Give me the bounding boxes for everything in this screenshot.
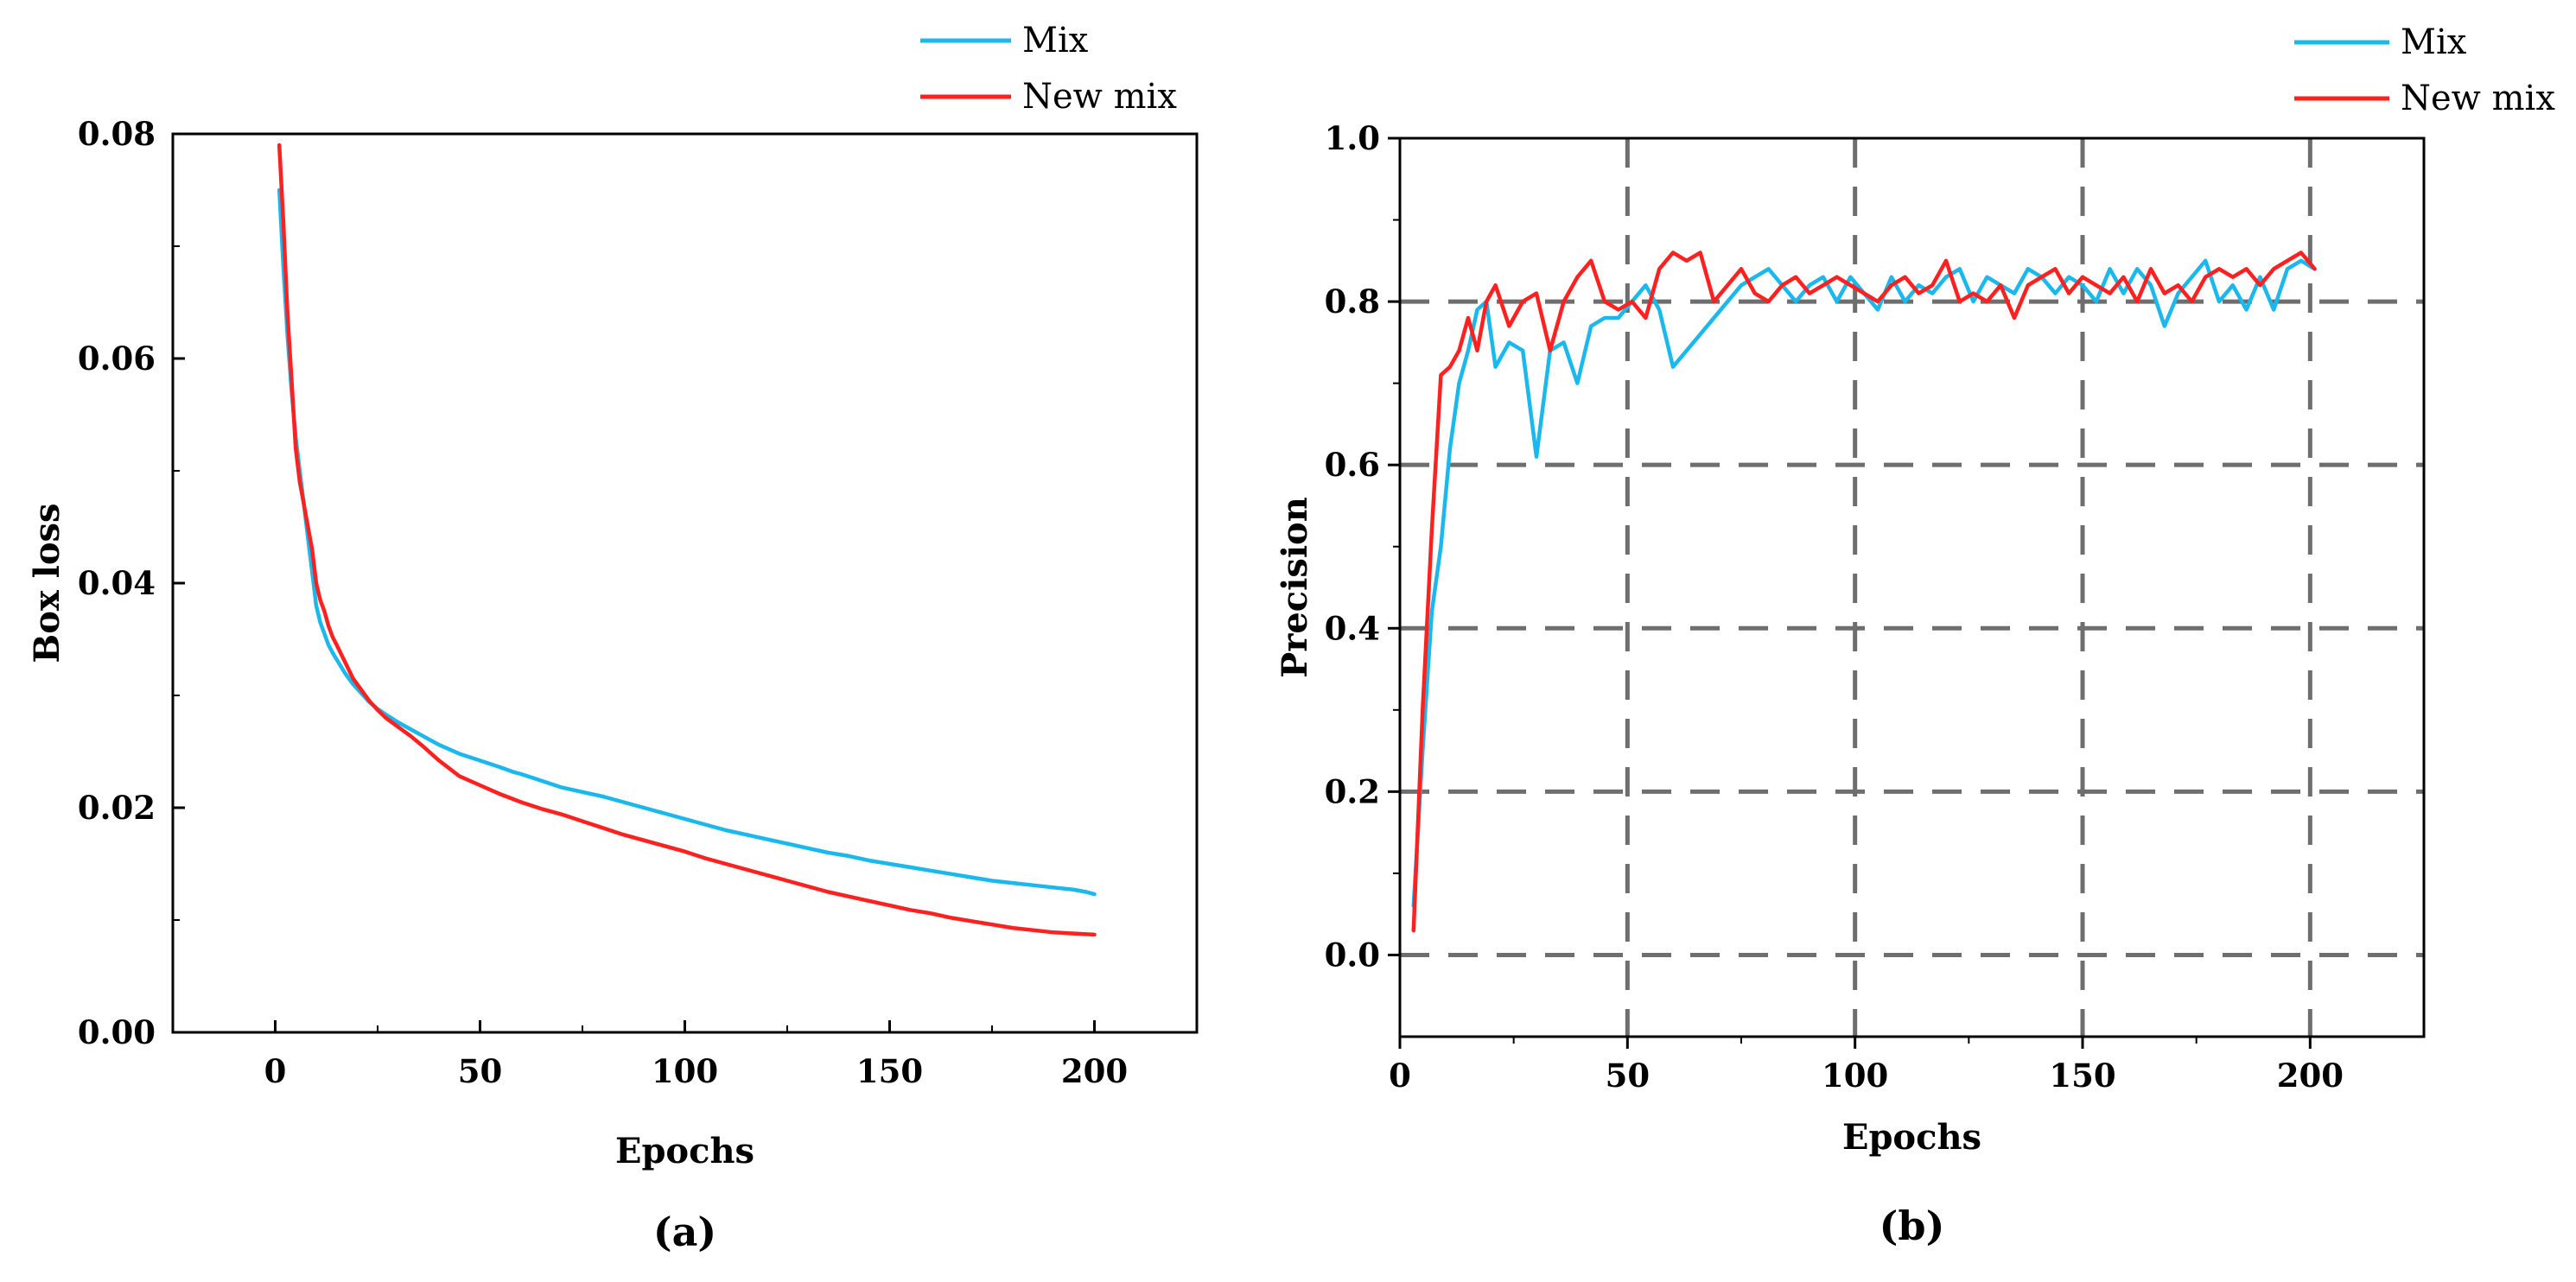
panel-a-series bbox=[277, 143, 1097, 937]
legend-label: Mix bbox=[2401, 22, 2467, 62]
panel-a-caption: (a) bbox=[653, 1209, 716, 1255]
x-tick-label: 150 bbox=[856, 1052, 923, 1090]
y-tick-label: 0.06 bbox=[78, 340, 156, 378]
x-tick-label: 50 bbox=[1606, 1057, 1651, 1095]
panel-b-legend: Mix New mix bbox=[2294, 22, 2555, 118]
x-tick-label: 150 bbox=[2049, 1057, 2115, 1095]
y-tick-label: 1.0 bbox=[1325, 119, 1380, 157]
panel-b-x-axis: 0 50 100 150 200 bbox=[1389, 1037, 2344, 1095]
legend-label: New mix bbox=[2401, 79, 2555, 118]
panel-a-legend: Mix New mix bbox=[920, 21, 1177, 117]
x-tick-label: 0 bbox=[1389, 1057, 1411, 1095]
panel-b-x-axis-title: Epochs bbox=[1842, 1117, 1981, 1158]
x-tick-label: 200 bbox=[2277, 1057, 2344, 1095]
y-tick-label: 0.2 bbox=[1325, 772, 1380, 810]
panel-a-plot-frame bbox=[171, 132, 1199, 1034]
y-tick-label: 0.02 bbox=[78, 789, 156, 827]
series-line-mix bbox=[277, 187, 1097, 897]
panel-a-box-loss: 0 50 100 150 200 0.00 0.02 0.04 0.06 0.08 Epochs… bbox=[27, 21, 1199, 1255]
panel-b-series bbox=[1411, 251, 2317, 933]
series-line-new-mix bbox=[1411, 251, 2317, 933]
panel-a-y-axis: 0.00 0.02 0.04 0.06 0.08 bbox=[78, 115, 185, 1051]
panel-b-plot-frame bbox=[1398, 136, 2426, 1038]
x-tick-label: 200 bbox=[1061, 1052, 1128, 1090]
series-line-new-mix bbox=[277, 143, 1097, 937]
legend-label: New mix bbox=[1022, 77, 1177, 117]
x-tick-label: 50 bbox=[458, 1052, 503, 1090]
series-line-mix bbox=[1411, 258, 2317, 908]
x-tick-label: 100 bbox=[652, 1052, 718, 1090]
legend-label: Mix bbox=[1022, 21, 1089, 60]
y-tick-label: 0.8 bbox=[1325, 282, 1380, 320]
y-tick-label: 0.6 bbox=[1325, 446, 1380, 484]
y-tick-label: 0.04 bbox=[78, 564, 156, 602]
panel-b-precision: 0 50 100 150 200 0.0 0.2 0.4 0.6 0.8 1.0 Epochs P… bbox=[1275, 22, 2555, 1249]
y-tick-label: 0.4 bbox=[1325, 609, 1380, 647]
panel-a-x-axis-title: Epochs bbox=[615, 1131, 754, 1171]
y-tick-label: 0.00 bbox=[78, 1013, 156, 1051]
y-tick-label: 0.08 bbox=[78, 115, 156, 153]
panel-b-y-axis-title: Precision bbox=[1275, 497, 1315, 678]
panel-a-y-axis-title: Box loss bbox=[27, 503, 67, 663]
x-tick-label: 0 bbox=[264, 1052, 287, 1090]
x-tick-label: 100 bbox=[1822, 1057, 1888, 1095]
y-tick-label: 0.0 bbox=[1325, 936, 1380, 974]
panel-b-grid bbox=[1400, 138, 2424, 1037]
panel-a-x-axis: 0 50 100 150 200 bbox=[264, 1020, 1128, 1090]
panel-b-y-axis: 0.0 0.2 0.4 0.6 0.8 1.0 bbox=[1325, 119, 1400, 974]
panel-b-caption: (b) bbox=[1880, 1203, 1945, 1249]
